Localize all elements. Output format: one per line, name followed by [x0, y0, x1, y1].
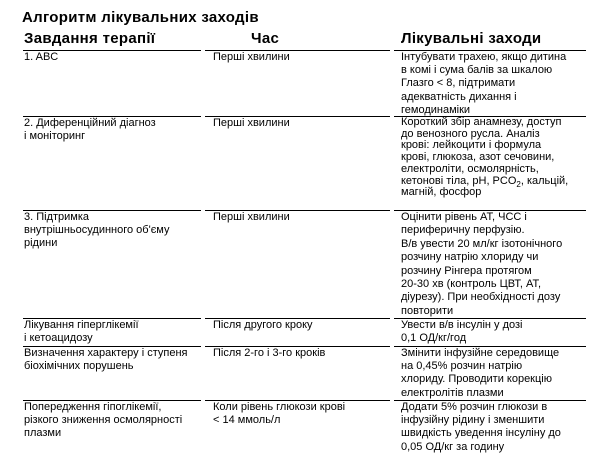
- cell-measures: Інтубувати трахею, якщо дитина в комі і …: [394, 50, 586, 116]
- cell-measures: Оцінити рівень АТ, ЧСС і периферичну пер…: [394, 210, 586, 318]
- cell-time: Перші хвилини: [205, 50, 390, 116]
- cell-task: Лікування гіперглікемії і кетоацидозу: [23, 318, 201, 346]
- subscript: 2: [516, 179, 521, 189]
- cell-task: Попередження гіпоглікемії, різкого зниже…: [23, 400, 201, 456]
- cell-measures: Додати 5% розчин глюкози в інфузійну рід…: [394, 400, 586, 456]
- cell-task: 3. Підтримка внутрішньосудинного об'єму …: [23, 210, 201, 318]
- header-time: Час: [251, 30, 280, 47]
- cell-measures: Короткий збір анамнезу, доступ до венозн…: [394, 116, 586, 210]
- header-measures: Лікувальні заходи: [401, 30, 542, 47]
- cell-time: Після другого кроку: [205, 318, 390, 346]
- header-task: Завдання терапії: [24, 30, 156, 47]
- cell-task: Визначення характеру і ступеня біохімічн…: [23, 346, 201, 400]
- cell-time: Коли рівень глюкози крові < 14 ммоль/л: [205, 400, 390, 456]
- document-title: Алгоритм лікувальних заходів: [22, 9, 259, 26]
- cell-task: 2. Диференційний діагноз і моніторинг: [23, 116, 201, 210]
- measures-text: Короткий збір анамнезу, доступ до венозн…: [401, 116, 562, 187]
- cell-time: Після 2-го і 3-го кроків: [205, 346, 390, 400]
- cell-measures: Змінити інфузійне середовище на 0,45% ро…: [394, 346, 586, 400]
- cell-time: Перші хвилини: [205, 116, 390, 210]
- cell-task: 1. ABC: [23, 50, 201, 116]
- measures-text: , кальцій, магній, фосфор: [401, 174, 569, 199]
- cell-measures: Увести в/в інсулін у дозі 0,1 ОД/кг/год: [394, 318, 586, 346]
- cell-time: Перші хвилини: [205, 210, 390, 318]
